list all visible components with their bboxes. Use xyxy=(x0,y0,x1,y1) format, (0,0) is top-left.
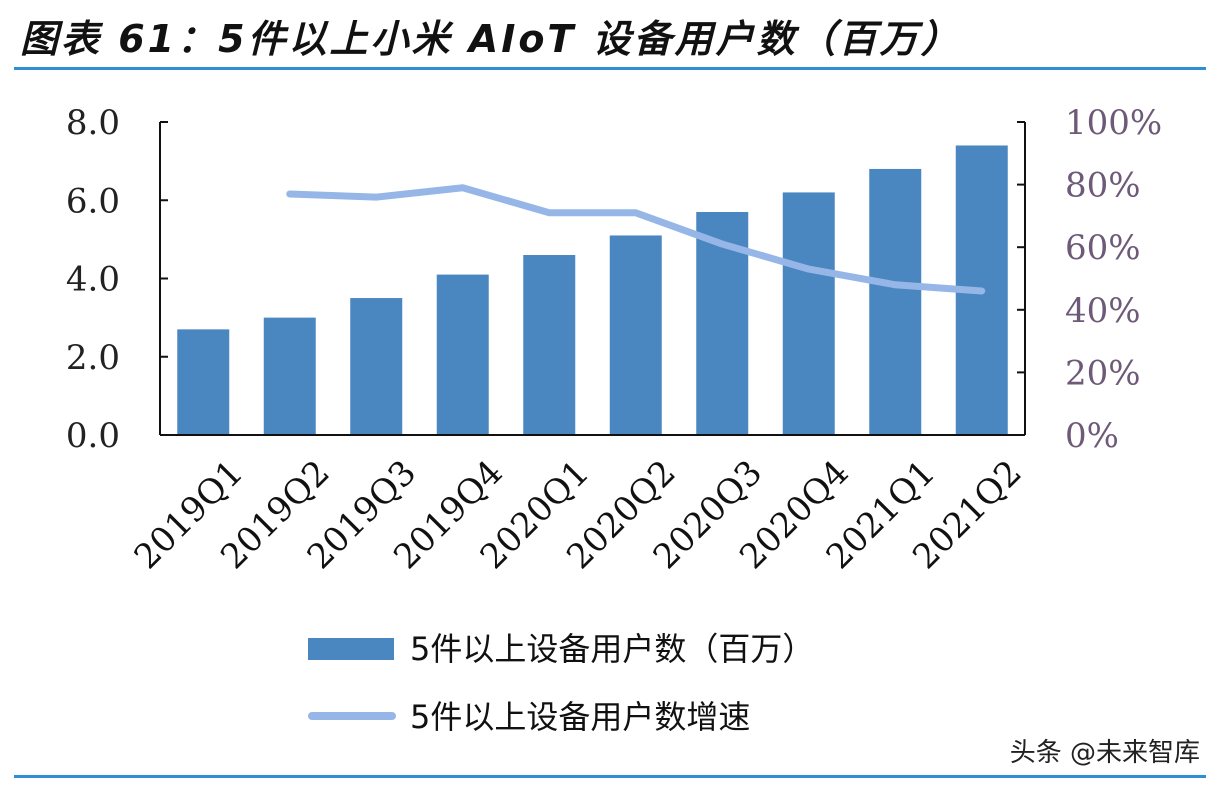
left-tick-label: 8.0 xyxy=(66,103,120,143)
right-tick-label: 80% xyxy=(1065,166,1141,206)
top-rule xyxy=(14,67,1206,70)
legend-bar-swatch xyxy=(308,638,394,660)
bar-2019Q4 xyxy=(436,274,489,435)
right-tick-label: 40% xyxy=(1065,291,1141,331)
legend-line-label: 5件以上设备用户数增速 xyxy=(410,698,750,736)
bar-2019Q2 xyxy=(263,317,316,435)
bar-2020Q2 xyxy=(609,235,662,435)
bar-2020Q4 xyxy=(782,192,835,435)
bar-2019Q3 xyxy=(350,298,403,435)
right-tick-label: 60% xyxy=(1065,228,1141,268)
chart-title: 图表 61：5件以上小米 AIoT 设备用户数（百万） xyxy=(20,17,962,61)
bottom-rule xyxy=(14,775,1206,778)
bar-2020Q1 xyxy=(523,255,576,435)
right-tick-label: 100% xyxy=(1065,103,1162,143)
left-tick-label: 4.0 xyxy=(66,260,120,300)
left-tick-label: 6.0 xyxy=(66,181,120,221)
watermark: 头条 @未来智库 xyxy=(1009,738,1200,768)
bar-2021Q1 xyxy=(869,168,922,435)
left-tick-label: 0.0 xyxy=(66,416,120,456)
left-tick-label: 2.0 xyxy=(66,338,120,378)
right-tick-label: 20% xyxy=(1065,353,1141,393)
legend-bar-label: 5件以上设备用户数（百万） xyxy=(410,630,814,668)
right-tick-label: 0% xyxy=(1065,416,1119,456)
bar-2019Q1 xyxy=(177,329,230,435)
